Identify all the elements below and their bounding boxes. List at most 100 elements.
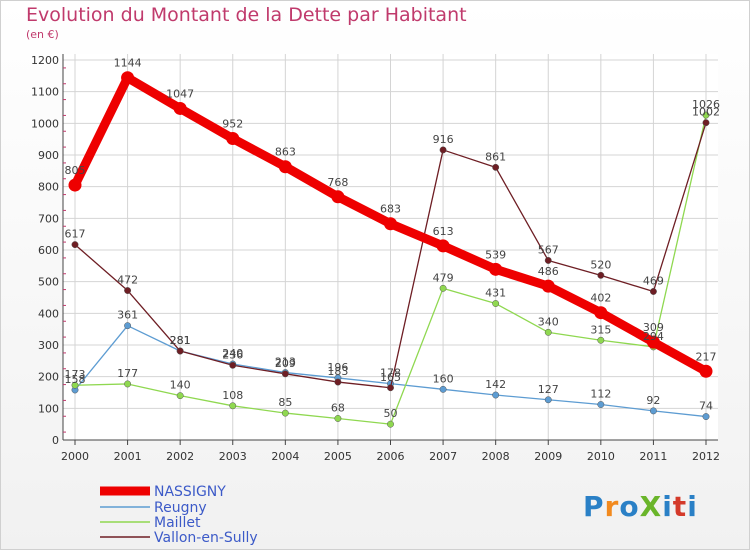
x-tick-label: 2002: [166, 450, 194, 463]
x-tick-label: 2006: [377, 450, 405, 463]
data-point: [492, 300, 500, 307]
y-tick-label: 1000: [31, 117, 59, 130]
x-tick-label: 2005: [324, 450, 352, 463]
x-tick-label: 2012: [692, 450, 720, 463]
data-label: 50: [384, 407, 398, 420]
chart-unit-label: (en €): [26, 28, 59, 41]
logo-letter: P: [583, 490, 605, 523]
data-label: 361: [117, 309, 138, 322]
data-label: 805: [65, 164, 86, 177]
data-label: 178: [380, 367, 401, 380]
data-point: [649, 288, 657, 295]
data-point: [646, 335, 660, 349]
data-label: 613: [433, 225, 454, 238]
x-tick-label: 2009: [534, 450, 562, 463]
data-point: [229, 402, 237, 410]
data-point: [439, 146, 447, 154]
data-point: [68, 178, 82, 192]
data-point: [544, 257, 552, 264]
data-label: 1002: [692, 106, 720, 119]
data-point: [334, 378, 342, 386]
legend-label: Vallon-en-Sully: [154, 530, 258, 546]
data-point: [387, 420, 394, 428]
data-label: 861: [485, 150, 506, 163]
data-point: [278, 160, 292, 174]
logo-letter: r: [604, 490, 620, 523]
data-label: 402: [590, 292, 611, 305]
x-tick-label: 2007: [429, 450, 457, 463]
data-label: 217: [696, 350, 717, 363]
data-point: [649, 407, 657, 415]
x-tick-label: 2000: [61, 450, 89, 463]
data-label: 683: [380, 203, 401, 216]
data-label: 68: [331, 401, 345, 414]
y-tick-label: 400: [38, 307, 59, 320]
data-label: 213: [275, 356, 296, 369]
data-label: 142: [485, 378, 506, 391]
data-label: 108: [222, 389, 243, 402]
data-label: 281: [170, 334, 191, 347]
y-tick-label: 600: [38, 244, 59, 257]
logo-letter: o: [619, 490, 640, 523]
chart-title: Evolution du Montant de la Dette par Hab…: [26, 4, 467, 26]
x-tick-label: 2003: [219, 450, 247, 463]
data-label: 294: [643, 330, 664, 343]
y-tick-label: 1200: [31, 54, 59, 67]
data-label: 340: [538, 315, 559, 328]
x-tick-label: 2008: [482, 450, 510, 463]
data-point: [384, 217, 397, 231]
y-tick-label: 0: [52, 434, 59, 447]
data-point: [71, 241, 79, 249]
y-tick-label: 800: [38, 181, 59, 194]
y-tick-label: 900: [38, 149, 59, 162]
data-point: [176, 392, 184, 400]
data-point: [597, 401, 605, 408]
data-label: 309: [643, 321, 664, 334]
data-point: [436, 239, 450, 253]
data-point: [492, 163, 500, 171]
data-label: 236: [222, 348, 243, 361]
data-point: [387, 384, 394, 392]
data-label: 158: [65, 373, 86, 386]
x-tick-label: 2011: [639, 450, 667, 463]
data-label: 74: [699, 400, 713, 413]
data-point: [124, 322, 132, 330]
data-label: 92: [646, 394, 660, 407]
y-tick-label: 300: [38, 339, 59, 352]
data-label: 281: [170, 334, 191, 347]
data-label: 165: [380, 371, 401, 384]
data-label: 1026: [692, 98, 720, 111]
data-label: 140: [170, 379, 191, 392]
data-point: [541, 279, 555, 293]
x-tick-label: 2001: [114, 450, 142, 463]
data-label: 85: [278, 396, 292, 409]
data-point: [334, 415, 342, 422]
data-label: 617: [65, 228, 86, 241]
data-point: [176, 347, 184, 355]
data-label: 196: [327, 361, 348, 374]
data-point: [597, 271, 605, 279]
data-label: 173: [65, 368, 86, 381]
logo-letter: t: [672, 490, 688, 523]
data-label: 479: [433, 271, 454, 284]
logo-letter: i: [687, 490, 698, 523]
data-label: 127: [538, 383, 559, 396]
data-point: [492, 391, 500, 399]
y-tick-label: 200: [38, 371, 59, 384]
data-label: 469: [643, 274, 664, 287]
data-label: 567: [538, 243, 559, 256]
data-point: [173, 101, 187, 115]
data-label: 539: [485, 248, 506, 261]
data-point: [124, 380, 132, 388]
y-tick-label: 100: [38, 402, 59, 415]
legend-label: Maillet: [154, 515, 201, 531]
data-point: [281, 409, 289, 417]
x-tick-label: 2004: [271, 450, 299, 463]
x-tick-label: 2010: [587, 450, 615, 463]
data-point: [699, 364, 713, 378]
logo-letter: i: [662, 490, 673, 523]
data-label: 183: [327, 365, 348, 378]
data-point: [702, 111, 710, 119]
data-point: [439, 284, 447, 292]
